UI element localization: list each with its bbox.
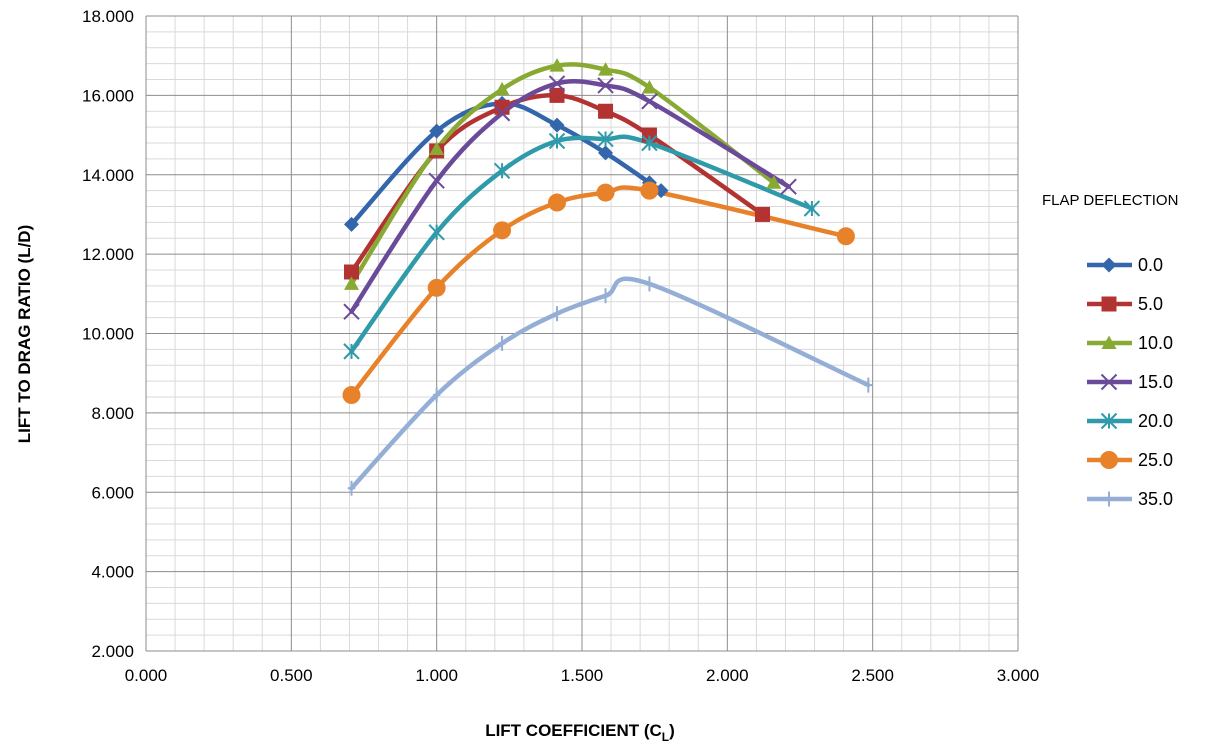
data-point-25-0 (596, 183, 615, 202)
legend-label: 0.0 (1138, 255, 1163, 275)
x-axis-title-main: LIFT COEFFICIENT (C (485, 721, 662, 740)
series-line-35-0 (349, 276, 871, 491)
data-point-35-0 (498, 335, 506, 351)
legend-label: 10.0 (1138, 333, 1173, 353)
data-point-15-0 (428, 172, 445, 189)
legend-item-10-0: 10.0 (1087, 333, 1173, 353)
legend-item-35-0: 35.0 (1087, 489, 1173, 509)
y-tick-label: 18.000 (82, 7, 134, 26)
data-point-25-0 (640, 181, 659, 200)
data-point-15-0 (493, 105, 511, 122)
data-point-5-0 (344, 264, 360, 280)
data-point-20-0 (803, 200, 821, 217)
data-point-10-0 (494, 81, 510, 96)
y-axis-title: LIFT TO DRAG RATIO (L/D) (15, 225, 34, 443)
y-tick-label: 10.000 (82, 325, 134, 344)
y-tick-label: 12.000 (82, 245, 134, 264)
legend-label: 35.0 (1138, 489, 1173, 509)
y-tick-label: 4.000 (91, 563, 134, 582)
legend-item-5-0: 5.0 (1087, 294, 1163, 314)
data-point-0-0 (344, 216, 360, 232)
series-markers (342, 58, 873, 496)
x-axis-title-suffix: ) (669, 721, 675, 740)
y-tick-label: 16.000 (82, 86, 134, 105)
x-axis-title: LIFT COEFFICIENT (CL) (485, 721, 675, 744)
data-point-5-0 (494, 99, 510, 115)
data-point-25-0 (548, 193, 567, 212)
data-point-5-0 (598, 103, 614, 119)
data-point-10-0 (549, 58, 565, 72)
data-point-0-0 (598, 145, 614, 161)
data-point-35-0 (347, 480, 356, 496)
data-point-20-0 (641, 134, 658, 152)
series-line-25-0 (349, 185, 849, 398)
legend-items: 0.0 5.0 10.0 15.0 20.0 25.0 35.0 (1087, 255, 1173, 509)
legend-label: 20.0 (1138, 411, 1173, 431)
data-point-25-0 (836, 227, 855, 246)
data-point-5-0 (755, 206, 771, 222)
legend-marker (1105, 491, 1113, 507)
data-point-20-0 (343, 343, 360, 360)
legend-item-25-0: 25.0 (1087, 450, 1173, 470)
y-tick-label: 14.000 (82, 166, 134, 185)
data-point-35-0 (601, 288, 610, 304)
legend-marker (1101, 257, 1117, 273)
data-point-10-0 (598, 62, 614, 76)
data-point-10-0 (429, 141, 445, 155)
x-tick-label: 1.500 (561, 666, 604, 685)
x-tick-label: 0.500 (270, 666, 313, 685)
data-point-10-0 (344, 276, 360, 290)
data-point-15-0 (597, 77, 614, 94)
data-point-20-0 (493, 162, 511, 179)
data-point-35-0 (432, 387, 441, 403)
legend-marker (1100, 373, 1118, 391)
legend-item-0-0: 0.0 (1087, 255, 1163, 275)
data-point-20-0 (428, 224, 445, 241)
data-point-15-0 (548, 75, 566, 92)
legend: FLAP DEFLECTION 0.0 5.0 10.0 15.0 20.0 25.0 35… (1042, 192, 1178, 509)
x-tick-label: 2.000 (706, 666, 749, 685)
legend-marker (1100, 451, 1118, 469)
legend-label: 25.0 (1138, 450, 1173, 470)
data-point-5-0 (549, 87, 565, 103)
x-tick-label: 2.500 (851, 666, 894, 685)
legend-title: FLAP DEFLECTION (1042, 192, 1178, 209)
data-point-20-0 (548, 132, 566, 150)
data-point-35-0 (645, 276, 654, 292)
x-axis-title-subscript: L (662, 730, 669, 744)
y-tick-label: 2.000 (91, 642, 134, 661)
data-point-15-0 (343, 303, 360, 320)
y-tick-label: 6.000 (91, 483, 134, 502)
data-point-10-0 (641, 79, 657, 94)
data-point-35-0 (553, 306, 561, 322)
x-tick-label: 1.000 (415, 666, 458, 685)
data-point-20-0 (597, 130, 614, 148)
data-point-15-0 (780, 178, 797, 195)
legend-marker (1101, 335, 1117, 349)
data-point-0-0 (549, 117, 565, 133)
legend-label: 5.0 (1138, 294, 1163, 314)
data-point-25-0 (427, 278, 446, 297)
series-lines (349, 62, 871, 491)
data-point-15-0 (641, 93, 658, 110)
legend-label: 15.0 (1138, 372, 1173, 392)
legend-item-15-0: 15.0 (1087, 372, 1173, 392)
grid (145, 15, 1019, 652)
data-point-10-0 (766, 175, 782, 189)
x-tick-label: 3.000 (997, 666, 1040, 685)
x-tick-label: 0.000 (125, 666, 168, 685)
data-point-35-0 (864, 377, 873, 393)
data-point-25-0 (342, 386, 361, 405)
y-tick-label: 8.000 (91, 404, 134, 423)
legend-item-20-0: 20.0 (1087, 411, 1173, 431)
legend-marker (1101, 296, 1117, 312)
data-point-25-0 (493, 221, 512, 240)
legend-marker (1100, 412, 1118, 430)
tick-labels: 0.000 0.500 1.000 1.500 2.000 2.500 3.000 2.000… (82, 7, 1039, 685)
data-point-0-0 (429, 123, 445, 139)
